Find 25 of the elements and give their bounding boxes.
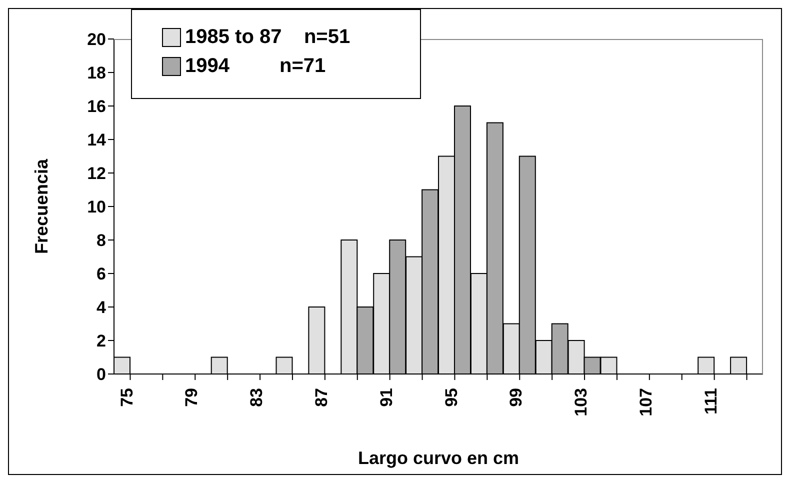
x-tick-label: 103 bbox=[572, 388, 591, 416]
x-axis-title: Largo curvo en cm bbox=[358, 448, 520, 468]
y-tick-label: 8 bbox=[96, 231, 106, 250]
y-tick-label: 0 bbox=[96, 365, 106, 384]
y-tick-label: 16 bbox=[87, 97, 106, 116]
x-tick-label: 107 bbox=[636, 388, 656, 416]
y-tick-label: 18 bbox=[87, 64, 106, 83]
y-tick-label: 4 bbox=[96, 298, 107, 318]
y-tick-label: 10 bbox=[87, 198, 106, 217]
x-tick-label: 99 bbox=[506, 388, 526, 407]
y-tick-label: 12 bbox=[87, 164, 106, 184]
x-tick-label: 111 bbox=[701, 388, 720, 414]
x-tick-label: 95 bbox=[442, 388, 461, 407]
legend-label: 1994 n=71 bbox=[185, 55, 326, 78]
x-tick-label: 87 bbox=[312, 388, 331, 407]
x-tick-label: 79 bbox=[182, 388, 202, 407]
legend-label: 1985 to 87 n=51 bbox=[185, 26, 350, 49]
y-tick-label: 2 bbox=[96, 332, 106, 351]
x-tick-label: 75 bbox=[117, 388, 136, 407]
y-tick-label: 6 bbox=[96, 264, 106, 284]
y-tick-label: 20 bbox=[87, 30, 106, 50]
x-tick-label: 83 bbox=[247, 388, 266, 407]
y-axis-title: Frecuencia bbox=[31, 158, 52, 254]
x-tick-label: 91 bbox=[376, 388, 396, 407]
y-tick-label: 14 bbox=[87, 130, 107, 150]
